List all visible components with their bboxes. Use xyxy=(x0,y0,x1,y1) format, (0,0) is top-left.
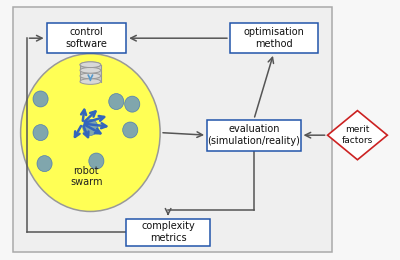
Ellipse shape xyxy=(80,62,101,68)
Polygon shape xyxy=(328,110,387,160)
Ellipse shape xyxy=(33,91,48,107)
Text: evaluation
(simulation/reality): evaluation (simulation/reality) xyxy=(207,124,300,146)
Ellipse shape xyxy=(21,54,160,211)
Ellipse shape xyxy=(33,125,48,141)
Text: optimisation
method: optimisation method xyxy=(243,27,304,49)
Text: merit
factors: merit factors xyxy=(342,126,373,145)
FancyBboxPatch shape xyxy=(46,23,126,53)
Ellipse shape xyxy=(80,67,101,73)
Ellipse shape xyxy=(123,122,138,138)
Ellipse shape xyxy=(80,62,101,68)
FancyBboxPatch shape xyxy=(80,65,101,82)
Ellipse shape xyxy=(80,79,101,84)
FancyBboxPatch shape xyxy=(126,219,210,246)
FancyBboxPatch shape xyxy=(230,23,318,53)
Ellipse shape xyxy=(89,153,104,169)
FancyBboxPatch shape xyxy=(207,120,301,151)
Ellipse shape xyxy=(125,96,140,112)
Text: robot
swarm: robot swarm xyxy=(70,166,103,187)
Text: complexity
metrics: complexity metrics xyxy=(141,221,195,243)
Ellipse shape xyxy=(37,155,52,172)
Text: control
software: control software xyxy=(66,27,107,49)
Ellipse shape xyxy=(109,94,124,109)
Ellipse shape xyxy=(83,119,98,135)
FancyBboxPatch shape xyxy=(13,7,332,251)
Ellipse shape xyxy=(80,73,101,79)
